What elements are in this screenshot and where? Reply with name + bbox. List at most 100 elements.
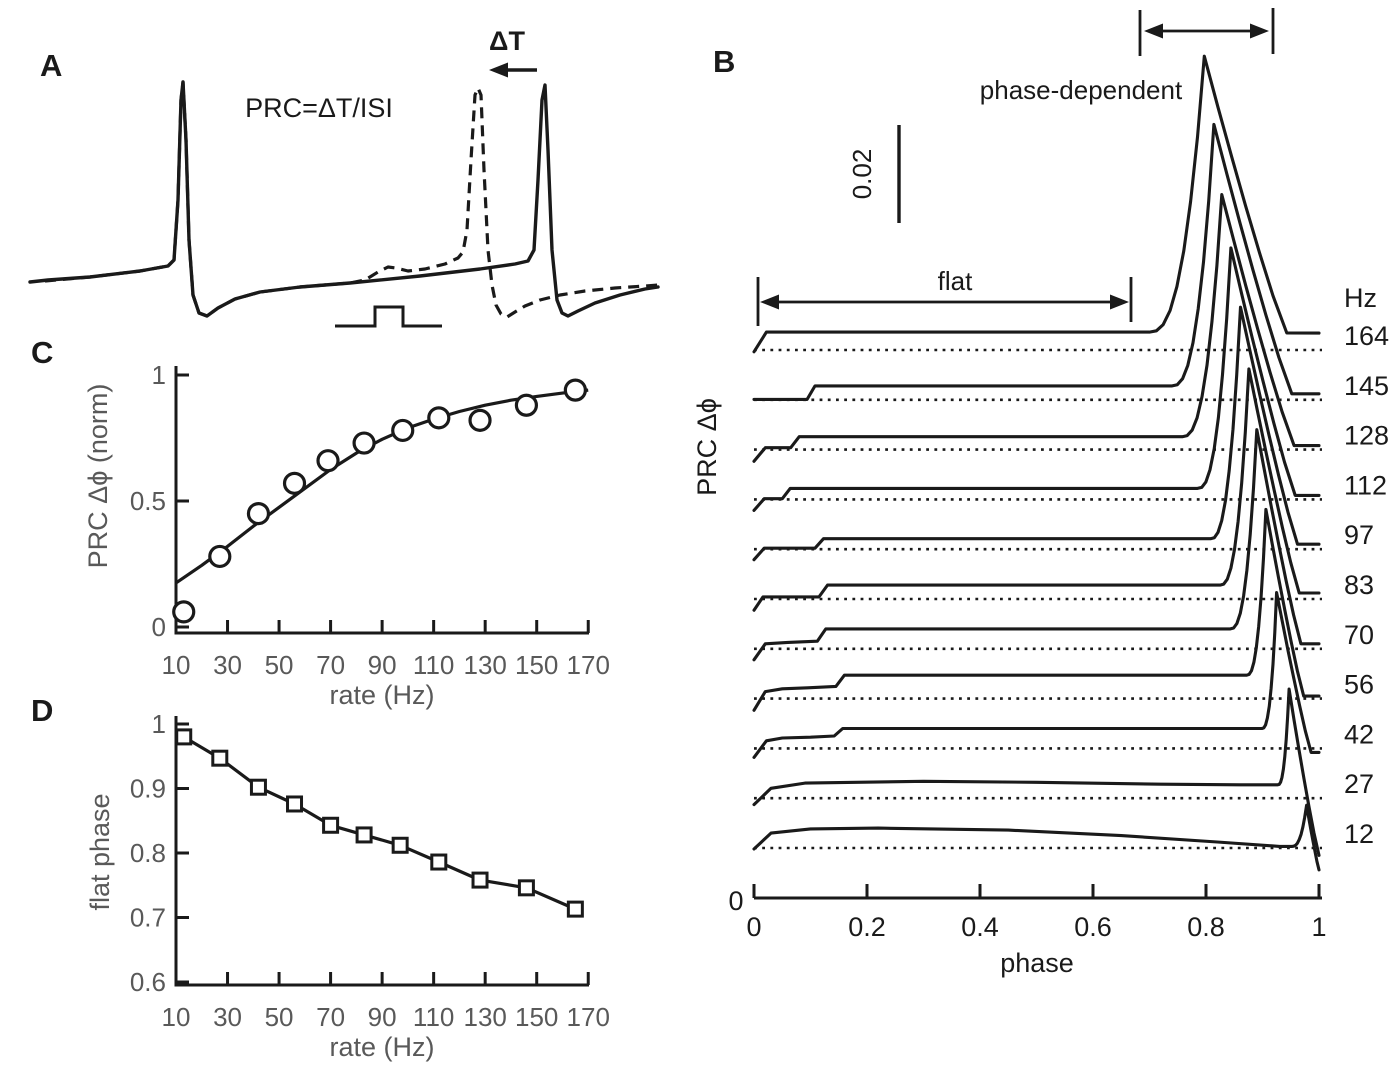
panel-c-x-ticklabel-30: 30 [213,650,242,680]
prc-curve-70hz [752,428,1321,662]
rate-label-83hz: 83 [1344,570,1374,600]
rate-label-128hz: 128 [1344,421,1389,451]
panel-c-datapoint-112hz [427,406,451,430]
phase-dependent-label: phase-dependent [980,75,1183,105]
panel-b-xlabel: phase [1000,948,1074,978]
flat-region-label: flat [938,266,973,296]
panel-d-x-ticklabel-110: 110 [413,1002,454,1032]
panel-d-line [182,735,577,911]
panel-d-datapoint-42hz [249,778,267,796]
panel-c-x-ticklabel-150: 150 [515,650,558,680]
prc-curve-83hz [752,367,1321,612]
panel-b-x-ticklabel-0.4: 0.4 [961,912,999,942]
panel-c-datapoint-27hz [208,544,232,569]
prc-curve-12hz [752,803,1321,872]
delta-t-arrowhead [489,62,508,78]
panel-d-datapoint-128hz [471,871,489,889]
phase-dep-arrowhead-right [1250,23,1269,39]
panel-a: A PRC=ΔT/ISI ΔT [28,26,660,328]
panel-c-x-ticklabel-50: 50 [265,650,294,680]
rate-label-12hz: 12 [1344,819,1374,849]
control-voltage-trace [28,80,660,318]
panel-c-y-ticklabel-0.5: 0.5 [130,486,166,516]
panel-d-y-ticklabel-1: 1 [152,709,166,739]
panel-c-datapoint-98hz [391,418,415,443]
panel-d-x-ticklabel-10: 10 [162,1002,191,1032]
panel-c-x-ticklabel-110: 110 [413,650,454,680]
panel-c-ylabel: PRC Δϕ (norm) [83,384,113,569]
prc-formula-label: PRC=ΔT/ISI [245,93,393,123]
phase-dep-arrowhead-left [1144,23,1163,39]
panel-c-x-ticklabel-170: 170 [567,650,610,680]
panel-d-datapoint-112hz [430,853,448,871]
panel-d-x-ticklabel-50: 50 [265,1002,294,1032]
panel-d-ylabel: flat phase [85,793,115,910]
panel-c-datapoint-42hz [246,501,271,526]
panel-c-y-ticklabel-1: 1 [152,360,166,390]
panel-d-datapoint-70hz [322,816,340,834]
stimulus-pulse-trace [335,305,442,328]
panel-b-ylabel: PRC Δϕ [692,398,722,496]
rate-label-70hz: 70 [1344,620,1374,650]
rate-label-112hz: 112 [1344,470,1387,500]
panel-d-xlabel: rate (Hz) [329,1032,434,1062]
panel-d-axes [174,716,589,987]
panel-d-datapoint-146hz [517,879,535,897]
hz-header-label: Hz [1344,283,1377,313]
panel-b-label: B [713,44,735,79]
prc-curve-42hz [752,590,1321,759]
panel-a-label: A [40,48,62,83]
prc-curve-164hz [752,54,1321,354]
panel-c-datapoint-83hz [352,431,376,455]
panel-d-x-ticklabel-30: 30 [213,1002,242,1032]
flat-arrowhead-left [760,294,779,310]
rate-label-164hz: 164 [1344,321,1389,351]
flat-arrowhead-right [1110,294,1129,310]
panel-d-x-ticklabel-130: 130 [463,1002,506,1032]
scalebar-label: 0.02 [847,149,877,200]
panel-d-y-ticklabel-0.6: 0.6 [130,967,166,997]
panel-d-datapoint-165hz [566,900,584,918]
panel-b-origin-tick: 0 [728,886,743,916]
prc-curve-97hz [752,305,1321,562]
panel-c-datapoint-69hz [316,449,340,473]
panel-d-datapoint-13hz [175,728,193,746]
panel-c-x-ticklabel-130: 130 [463,650,506,680]
prc-curve-56hz [752,507,1321,712]
panel-d-label: D [31,693,53,728]
panel-c-xlabel: rate (Hz) [329,680,434,710]
panel-c-x-ticklabel-90: 90 [368,650,397,680]
panel-b-x-ticklabel-0.8: 0.8 [1187,912,1225,942]
prc-curve-112hz [752,246,1321,512]
panel-c-fit-curve [175,388,589,585]
panel-d-datapoint-97hz [391,836,409,854]
panel-c-datapoint-146hz [514,393,539,417]
rate-label-145hz: 145 [1344,371,1389,401]
rate-label-97hz: 97 [1344,520,1374,550]
panel-c-x-ticklabel-70: 70 [316,650,345,680]
panel-d-datapoint-56hz [286,795,304,813]
rate-label-42hz: 42 [1344,719,1374,749]
perturbed-voltage-trace [44,80,659,319]
panel-c-datapoint-165hz [563,378,587,402]
panel-d-datapoint-27hz [211,749,229,767]
panel-c-x-ticklabel-10: 10 [162,650,191,680]
prc-curve-145hz [752,122,1321,401]
panel-b: B phase-dependent flat 0.02 Hz PRC Δϕ 0 … [692,8,1389,978]
panel-d-x-ticklabel-70: 70 [316,1002,345,1032]
panel-b-x-ticklabel-0.2: 0.2 [848,912,886,942]
prc-curve-27hz [752,687,1321,857]
panel-c-y-ticklabel-0: 0 [152,612,166,642]
panel-b-x-ticklabel-0.6: 0.6 [1074,912,1112,942]
panel-c-label: C [31,335,53,370]
rate-label-27hz: 27 [1344,769,1374,799]
panel-b-plot: 164 145 128 112 97 83 70 56 42 27 12 0 0.2 0.4 0.6 0.8 1 [746,8,1389,942]
delta-t-label: ΔT [489,26,525,56]
prc-curve-128hz [752,193,1321,463]
